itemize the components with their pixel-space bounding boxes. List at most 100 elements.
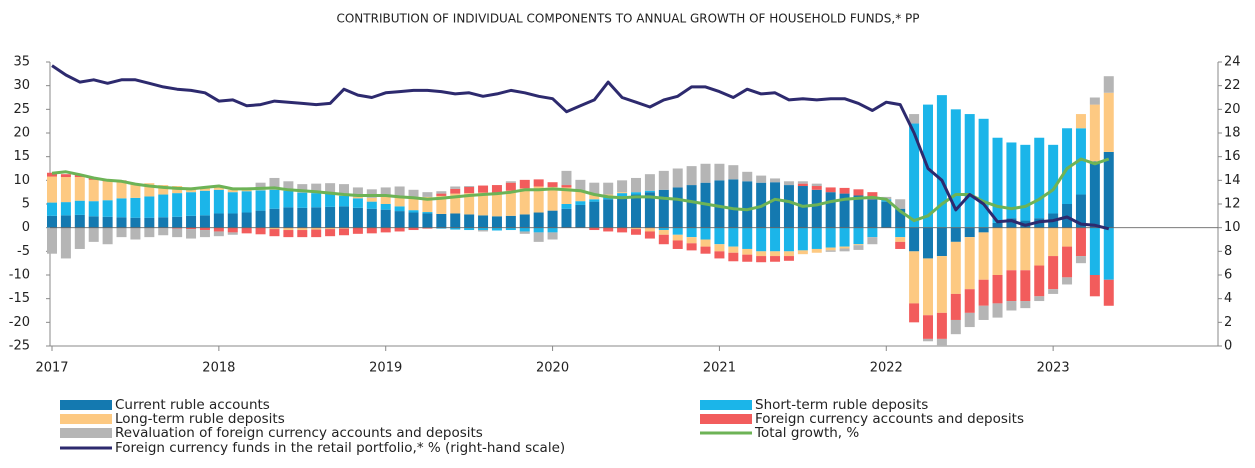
bar <box>895 237 906 242</box>
y-tick-label: 30 <box>13 78 30 93</box>
bar <box>867 199 878 228</box>
legend-label: Foreign currency accounts and deposits <box>755 411 1024 427</box>
bar <box>797 227 808 251</box>
bar <box>311 229 322 238</box>
bar <box>408 196 419 211</box>
bar <box>895 199 906 209</box>
bar <box>422 227 433 229</box>
x-tick-label: 2018 <box>202 361 235 376</box>
bar <box>366 208 377 228</box>
bar <box>130 227 141 240</box>
y2-tick-label: 14 <box>1224 173 1241 188</box>
bar <box>1103 76 1114 93</box>
bar <box>422 192 433 197</box>
bar <box>992 137 1003 223</box>
bar <box>561 204 572 209</box>
legend-swatch <box>60 400 112 410</box>
bar <box>422 212 433 214</box>
bar <box>992 275 1003 304</box>
bar <box>658 170 669 190</box>
bar <box>770 251 781 257</box>
bar <box>575 201 586 205</box>
bar <box>783 251 794 257</box>
bar <box>561 187 572 204</box>
bar <box>283 230 294 238</box>
bar <box>1020 301 1031 309</box>
bar <box>186 215 197 228</box>
bar <box>1006 218 1017 228</box>
bar <box>1006 301 1017 311</box>
bar <box>352 187 363 197</box>
bar <box>394 206 405 212</box>
y2-tick-label: 8 <box>1224 244 1232 259</box>
bar <box>394 227 405 232</box>
legend-label: Total growth, % <box>754 425 859 441</box>
bar <box>199 227 210 231</box>
bar <box>464 227 475 231</box>
bar <box>408 210 419 213</box>
bar <box>978 227 989 233</box>
bar <box>811 183 822 187</box>
bar <box>1089 104 1100 162</box>
bar <box>714 227 725 245</box>
bar <box>144 183 155 197</box>
bar <box>811 189 822 228</box>
bar <box>631 192 641 195</box>
bar <box>700 163 711 183</box>
bar <box>936 338 947 346</box>
bar <box>158 228 169 236</box>
bar <box>742 171 753 182</box>
bar <box>325 193 336 207</box>
bar <box>60 177 71 203</box>
bar <box>366 201 377 209</box>
bar <box>700 239 711 247</box>
bar <box>450 193 461 214</box>
bar <box>491 216 502 228</box>
bar <box>47 227 57 254</box>
bar <box>269 208 280 228</box>
bar <box>533 232 544 242</box>
bar <box>783 185 794 228</box>
bar <box>339 206 349 228</box>
bar <box>853 244 864 246</box>
bar <box>297 184 308 193</box>
bar <box>533 227 544 233</box>
legend-swatch <box>60 428 112 438</box>
bar <box>505 227 516 231</box>
bar <box>60 174 71 178</box>
bar <box>505 181 516 183</box>
bar <box>60 215 71 228</box>
bar <box>728 246 739 253</box>
bar <box>88 179 99 202</box>
bar <box>714 163 725 181</box>
bar <box>380 209 391 228</box>
bar <box>241 227 252 234</box>
bar <box>603 199 614 228</box>
bar <box>825 187 836 193</box>
bar <box>1075 114 1086 129</box>
bar <box>923 338 933 342</box>
bar <box>686 243 697 251</box>
bar <box>700 246 711 254</box>
bar <box>1103 151 1114 228</box>
bar <box>992 222 1003 228</box>
bar <box>589 201 600 228</box>
legend-swatch <box>60 414 112 424</box>
bar <box>297 230 308 238</box>
bar <box>631 177 641 193</box>
bar <box>325 229 336 237</box>
bar <box>227 213 238 228</box>
bar <box>936 256 947 313</box>
y-tick-label: 15 <box>13 149 30 164</box>
bar <box>172 227 183 229</box>
bar <box>311 207 322 228</box>
bar <box>978 279 989 306</box>
bar <box>186 227 197 230</box>
bar <box>825 247 836 251</box>
bar <box>505 190 516 216</box>
bar <box>213 227 224 232</box>
bar <box>672 227 683 235</box>
bar <box>1062 128 1073 204</box>
bar <box>47 215 57 228</box>
bar <box>88 216 99 228</box>
